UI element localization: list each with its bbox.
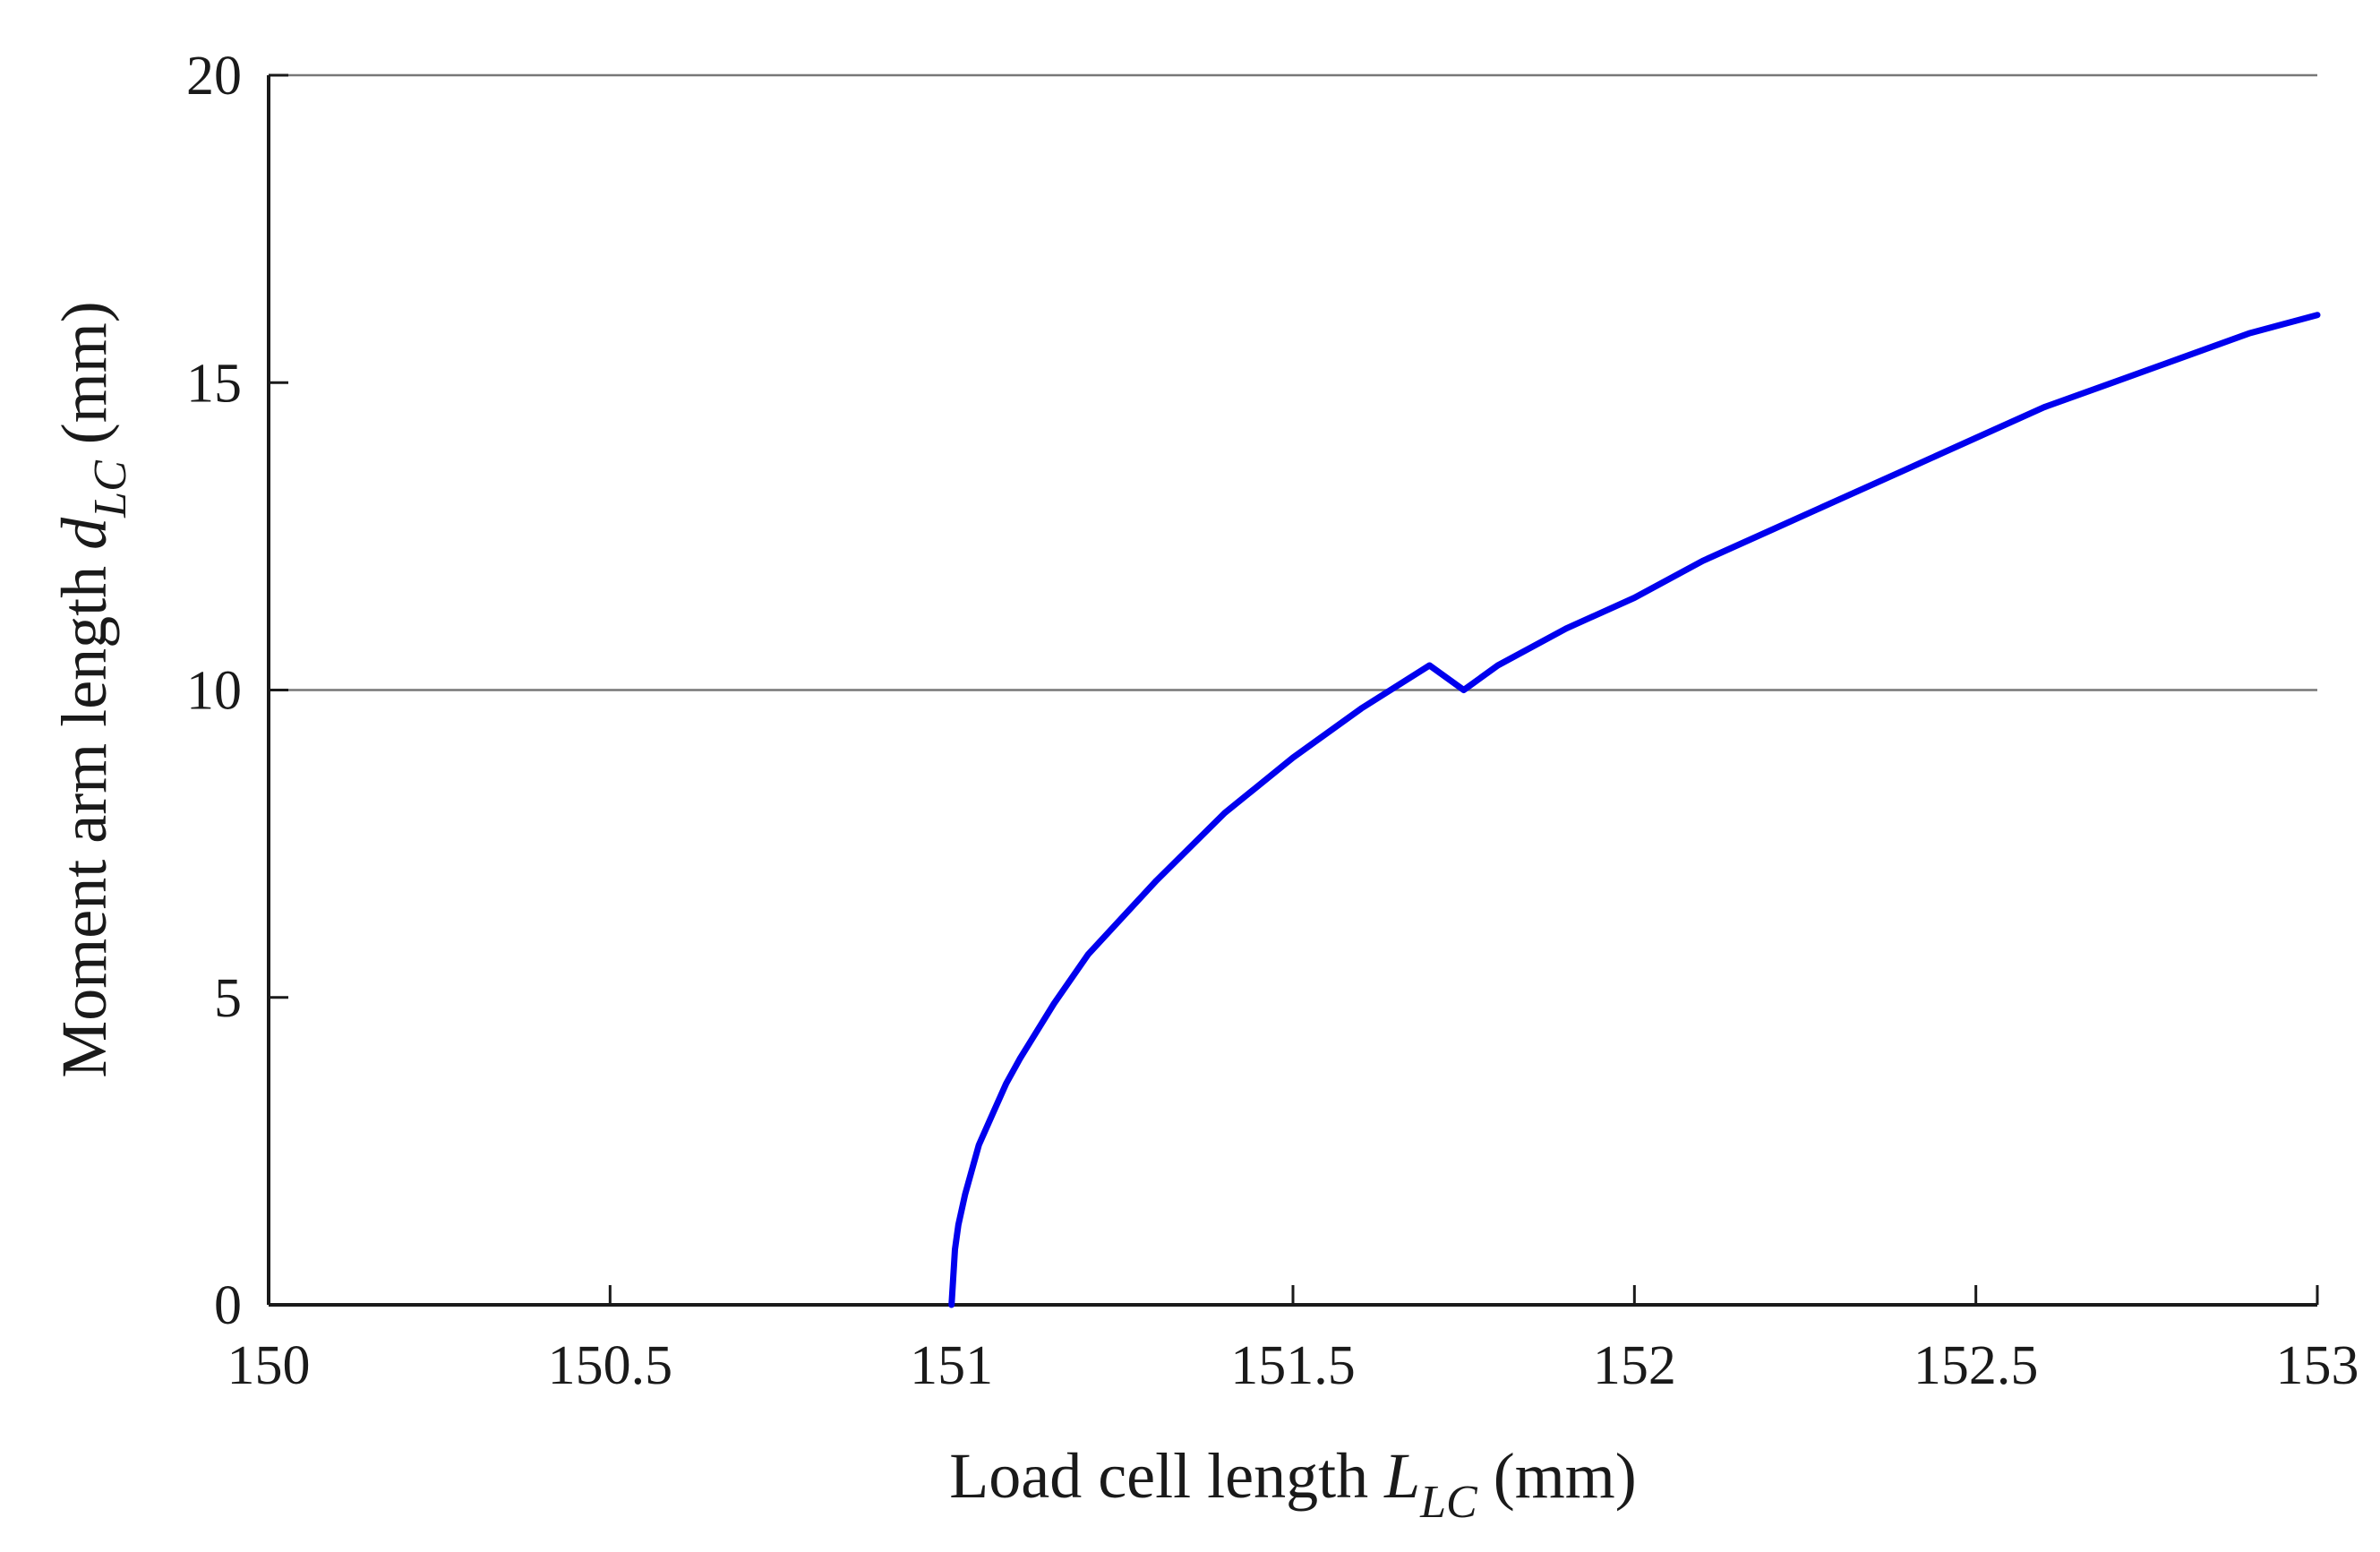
x-tick-label: 153 <box>2276 1335 2359 1396</box>
series-line-d_LC <box>948 312 2321 1308</box>
y-tick-label: 15 <box>186 353 242 414</box>
y-tick-label: 5 <box>214 968 242 1029</box>
x-tick-label: 150.5 <box>548 1335 673 1396</box>
x-tick-label: 152.5 <box>1913 1335 2039 1396</box>
x-tick-label: 152 <box>1593 1335 1676 1396</box>
y-axis-title: Moment arm length dLC (mm) <box>48 301 136 1077</box>
x-ticks: 150 150.5 151 151.5 152 152.5 153 <box>227 1285 2359 1396</box>
y-tick-label: 10 <box>186 661 242 722</box>
x-tick-label: 150 <box>227 1335 311 1396</box>
x-tick-label: 151.5 <box>1230 1335 1356 1396</box>
y-tick-label: 0 <box>214 1275 242 1336</box>
series-group <box>948 312 2321 1308</box>
y-tick-label: 20 <box>186 46 242 107</box>
x-axis-title: Load cell length LLC (mm) <box>949 1440 1636 1528</box>
x-tick-label: 151 <box>910 1335 993 1396</box>
gridlines <box>269 73 2317 691</box>
y-ticks: 0 5 10 15 20 <box>186 46 288 1336</box>
